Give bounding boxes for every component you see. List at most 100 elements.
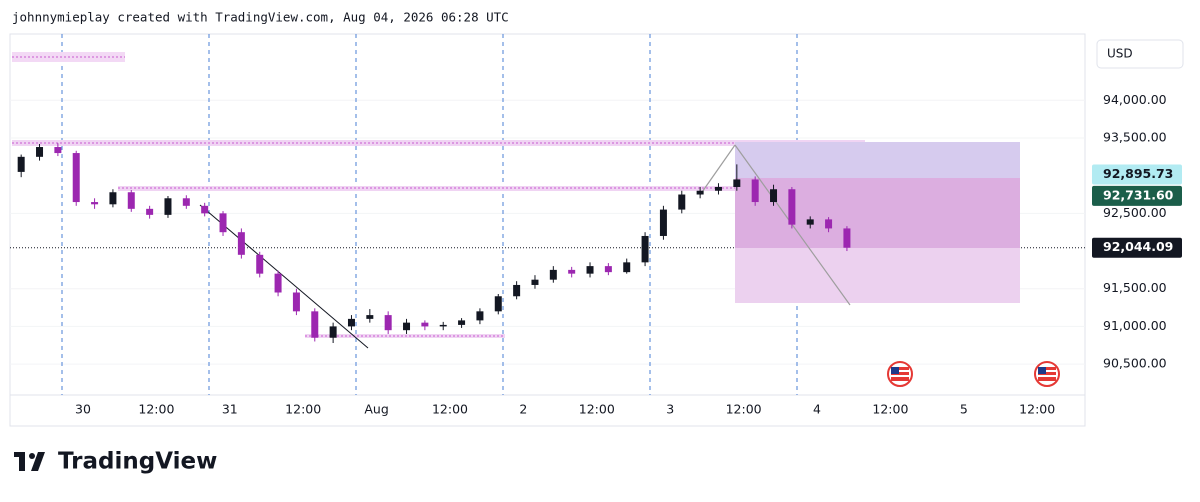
trend-line [734, 144, 851, 306]
candle-body [641, 235, 649, 263]
event-flag[interactable] [1034, 361, 1060, 387]
logo-part [29, 453, 35, 459]
candle-body [182, 198, 190, 206]
candle-body [347, 318, 355, 327]
x-tick-label: 31 [222, 402, 238, 417]
x-tick-label: Aug [364, 402, 388, 417]
candle-body [843, 228, 851, 248]
candle-body [219, 213, 227, 233]
position-box [735, 178, 1020, 248]
candle-body [586, 266, 594, 274]
candle-body [36, 147, 44, 157]
flag-stripe [1038, 370, 1056, 372]
trend-line [699, 144, 736, 196]
x-tick-label: 12:00 [579, 402, 615, 417]
candle-body [274, 273, 282, 293]
brand-name: TradingView [58, 449, 217, 475]
candle-body [531, 279, 539, 285]
candle-body [770, 189, 778, 203]
drawings [12, 52, 1020, 349]
x-tick-label: 12:00 [872, 402, 908, 417]
candle-body [329, 326, 337, 338]
candle-body [384, 315, 392, 331]
candle-body [714, 186, 722, 191]
x-tick-label: 30 [75, 402, 91, 417]
y-tick-label: 94,000.00 [1103, 92, 1167, 107]
candle-body [127, 192, 135, 209]
candle-body [72, 153, 80, 203]
x-tick-label: 12:00 [285, 402, 321, 417]
price-tag [1092, 164, 1182, 185]
candle-body [549, 269, 557, 280]
candle-body [403, 322, 411, 331]
candle-body [751, 179, 759, 203]
candle-body [54, 147, 62, 154]
price-tag [1092, 237, 1182, 258]
y-tick-label: 90,500.00 [1103, 356, 1167, 371]
price-tag-label: 92,731.60 [1103, 187, 1174, 202]
x-tick-label: 12:00 [138, 402, 174, 417]
candle-body [17, 156, 25, 172]
zone [12, 140, 865, 146]
candle-body [678, 194, 686, 210]
candle-body [439, 324, 447, 327]
flag-stripe [891, 375, 909, 377]
candle-body [237, 232, 245, 255]
target-box [735, 142, 1020, 178]
candle-body [825, 219, 833, 229]
candle-body [256, 254, 264, 274]
candle-body [806, 219, 814, 225]
candle-body [109, 192, 117, 205]
candle-body [733, 179, 741, 187]
candle-body [696, 190, 704, 195]
y-tick-label: 91,000.00 [1103, 318, 1167, 333]
candle-body [568, 269, 576, 274]
trend-line [199, 204, 369, 349]
y-tick-label: 93,500.00 [1103, 129, 1167, 144]
flag-stripe [1038, 375, 1056, 377]
y-tick-label: 92,500.00 [1103, 205, 1167, 220]
x-tick-label: 3 [666, 402, 674, 417]
y-tick-label: 91,500.00 [1103, 280, 1167, 295]
candle-body [476, 311, 484, 321]
candle-body [494, 296, 502, 312]
candles [17, 143, 851, 343]
candle-body [146, 208, 154, 215]
candle-body [604, 266, 612, 273]
price-axis: 94,000.00 93,500.00 92,500.00 91,500.00 91,0… [75, 92, 1182, 417]
candle-body [458, 320, 466, 325]
candle-body [201, 205, 209, 214]
candle-body [366, 315, 374, 319]
candle-body [91, 202, 99, 205]
x-tick-label: 12:00 [726, 402, 762, 417]
candle-body [659, 209, 667, 236]
stop-box [735, 248, 1020, 303]
currency-label: USD [1107, 47, 1133, 61]
session-breaks [61, 34, 798, 395]
event-flag[interactable] [887, 361, 913, 387]
x-tick-label: 12:00 [1019, 402, 1055, 417]
x-tick-label: 4 [813, 402, 821, 417]
flag-canton [1038, 367, 1046, 374]
chart-title: johnnymieplay created with TradingView.c… [12, 10, 509, 25]
flag-canton [891, 367, 899, 374]
x-tick-label: 12:00 [432, 402, 468, 417]
candle-body [623, 262, 631, 273]
price-tag-label: 92,044.09 [1103, 239, 1173, 254]
brand-logo [14, 452, 45, 471]
candle-body [311, 311, 319, 338]
logo-part [19, 452, 25, 471]
flag-stripe [891, 370, 909, 372]
currency-button[interactable] [1096, 39, 1184, 69]
price-tag [1092, 185, 1182, 206]
logo-part [31, 452, 45, 471]
price-tag-label: 92,895.73 [1103, 166, 1173, 181]
candle-body [164, 198, 172, 215]
x-tick-label: 5 [960, 402, 968, 417]
candle-body [292, 292, 300, 312]
candle-body [513, 284, 521, 297]
candle-body [788, 189, 796, 225]
candle-body [421, 322, 429, 327]
x-tick-label: 2 [519, 402, 527, 417]
